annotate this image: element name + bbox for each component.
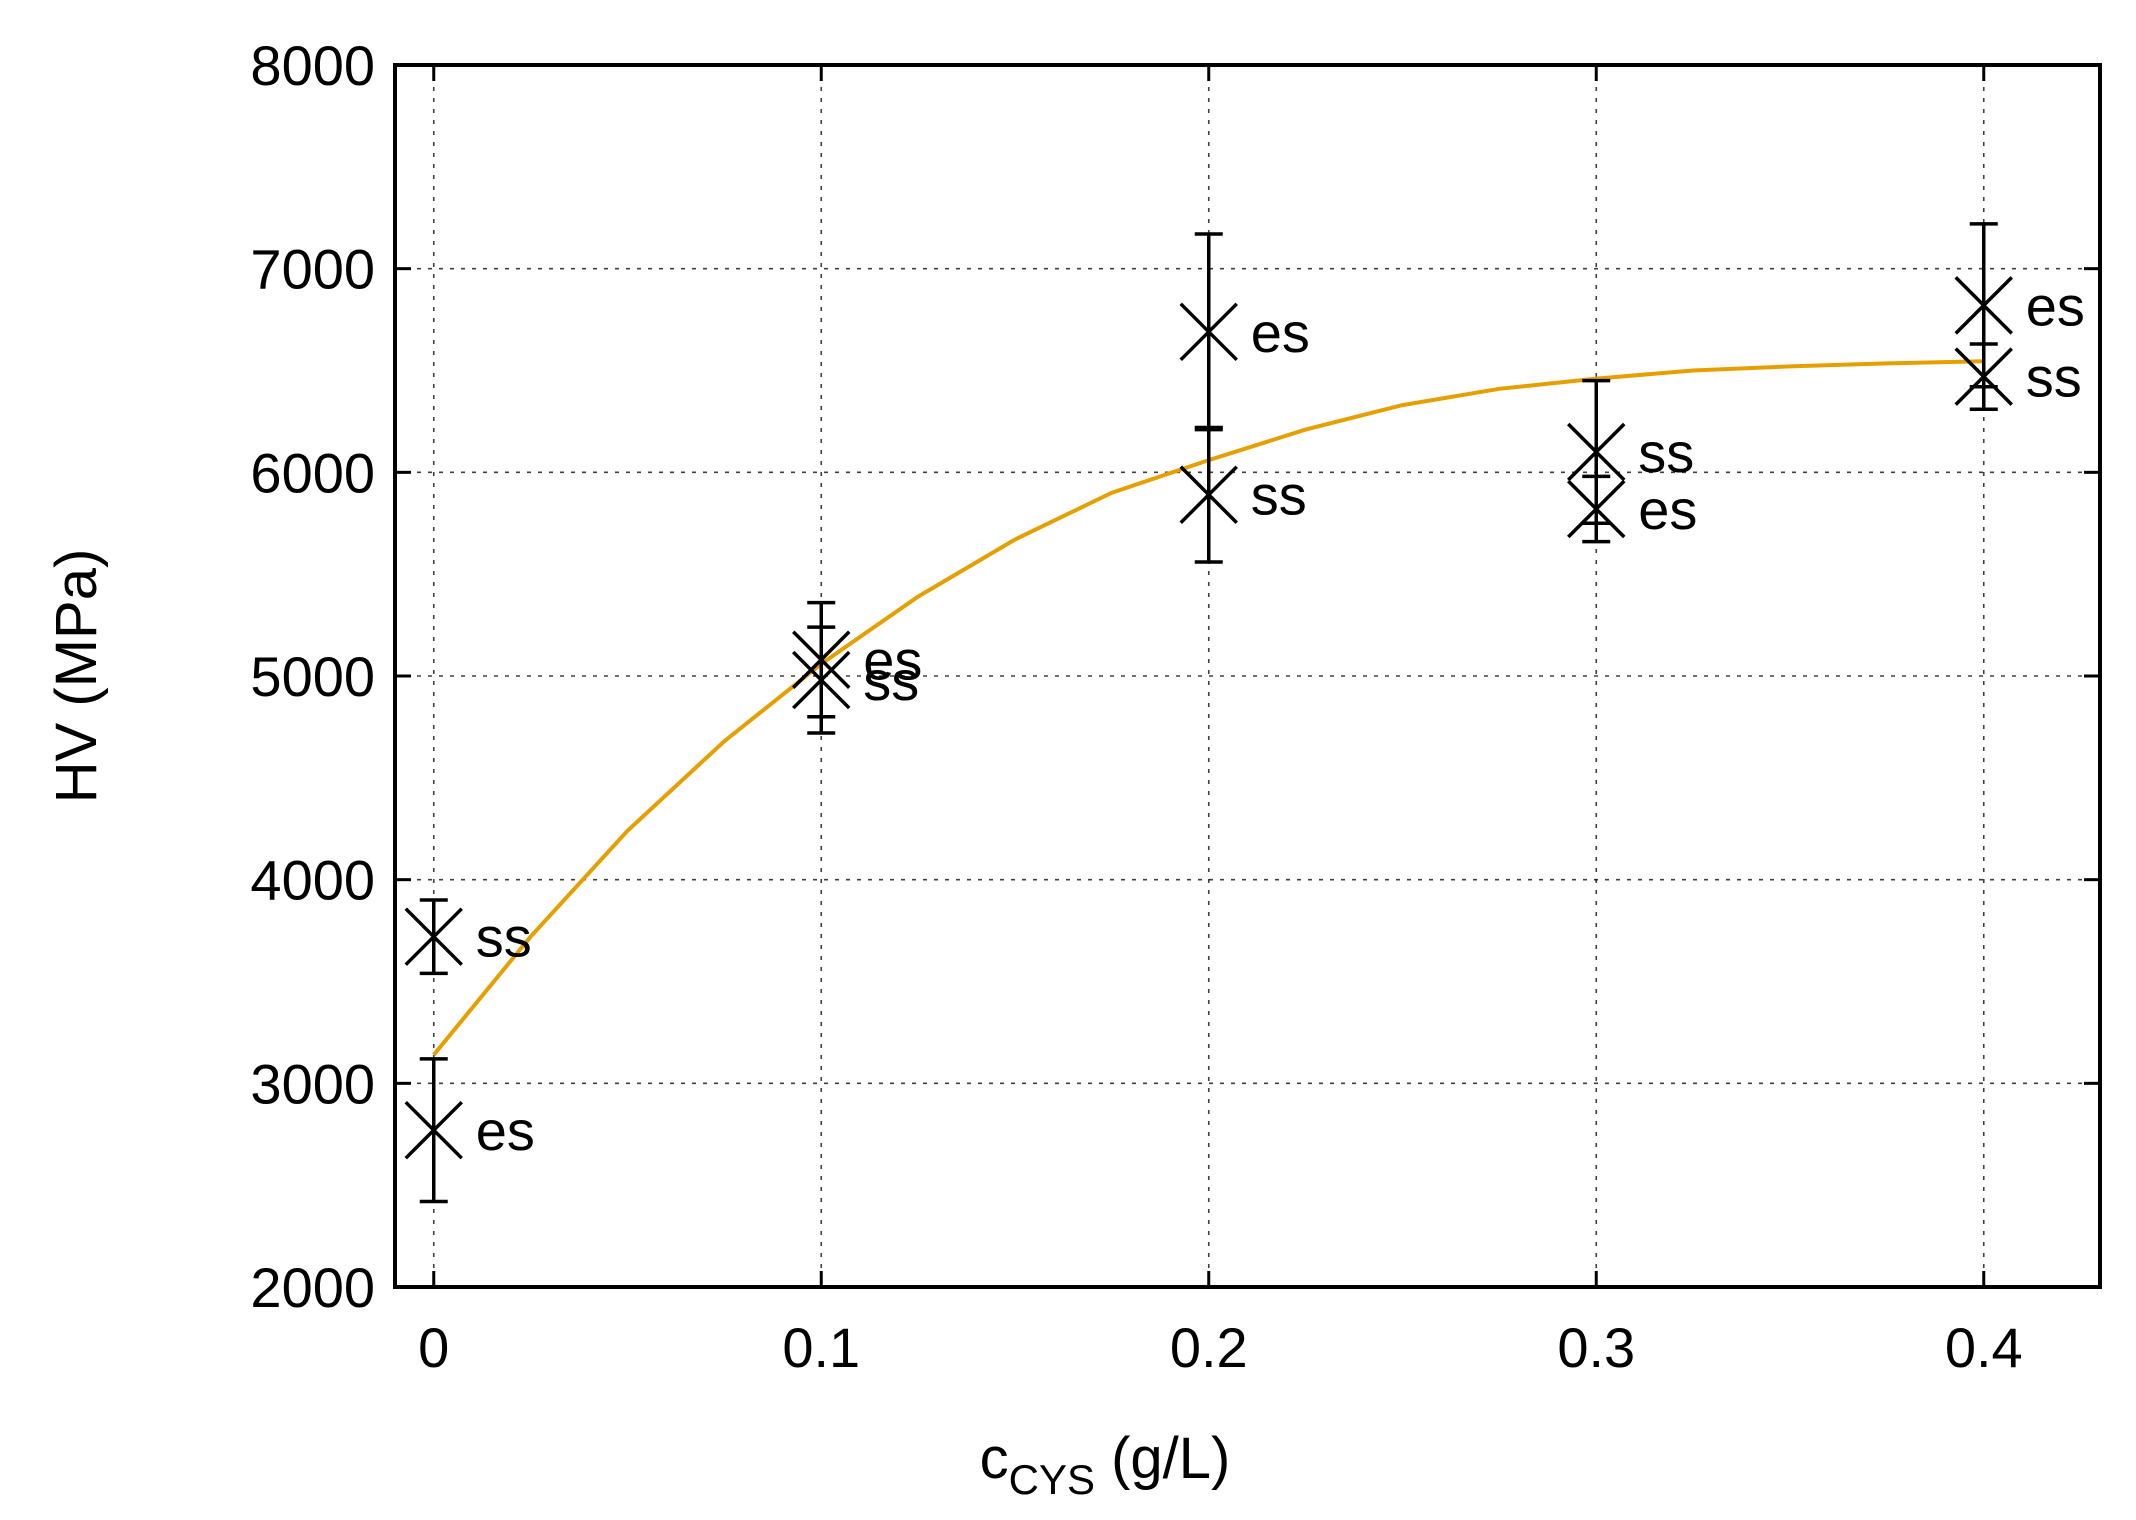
- y-tick-label: 3000: [250, 1052, 375, 1115]
- point-label: ss: [476, 906, 532, 969]
- point-label: es: [1638, 478, 1697, 541]
- y-tick-label: 4000: [250, 849, 375, 912]
- data-point-ss: ss: [1567, 378, 1694, 525]
- point-label: es: [1251, 301, 1310, 364]
- y-tick-label: 5000: [250, 645, 375, 708]
- y-axis-title: HV (MPa): [44, 549, 109, 804]
- point-label: ss: [1251, 464, 1307, 527]
- point-label: es: [863, 629, 922, 692]
- data-point-ss: ss: [1954, 342, 2082, 411]
- point-label: ss: [863, 649, 919, 712]
- x-tick-label: 0.3: [1557, 1316, 1635, 1379]
- y-tick-label: 6000: [250, 441, 375, 504]
- data-point-es: es: [404, 1057, 535, 1204]
- x-tick-label: 0.1: [782, 1316, 860, 1379]
- y-tick-label: 7000: [250, 238, 375, 301]
- y-tick-label: 8000: [250, 34, 375, 97]
- cross-marker: [1954, 347, 2013, 406]
- point-label: ss: [1638, 421, 1694, 484]
- point-label: es: [476, 1099, 535, 1162]
- cross-marker: [404, 1100, 463, 1160]
- data-point-es: es: [1179, 232, 1310, 432]
- x-axis-title-subscript: CYS: [1009, 1456, 1095, 1503]
- cross-marker: [1567, 422, 1626, 482]
- point-label: ss: [2026, 346, 2082, 409]
- data-point-ss: ss: [404, 898, 532, 976]
- cross-marker: [404, 907, 463, 966]
- x-tick-label: 0: [418, 1316, 449, 1379]
- cross-marker: [1179, 302, 1238, 362]
- cross-marker: [792, 650, 851, 710]
- data-point-es: es: [1567, 474, 1697, 544]
- x-axis-title: cCYS (g/L): [980, 1426, 1231, 1503]
- grid-lines: [395, 65, 2100, 1287]
- axis-ticks: [395, 63, 2100, 1289]
- data-point-ss: ss: [792, 625, 919, 735]
- x-axis-title-main: c: [980, 1426, 1009, 1491]
- x-axis-title-unit: (g/L): [1095, 1426, 1230, 1491]
- cross-marker: [1954, 276, 2013, 335]
- y-tick-label: 2000: [250, 1256, 375, 1319]
- data-point-ss: ss: [1179, 425, 1307, 564]
- cross-marker: [1179, 465, 1238, 524]
- x-tick-label: 0.2: [1170, 1316, 1248, 1379]
- x-tick-label: 0.4: [1945, 1316, 2023, 1379]
- point-label: es: [2026, 274, 2085, 337]
